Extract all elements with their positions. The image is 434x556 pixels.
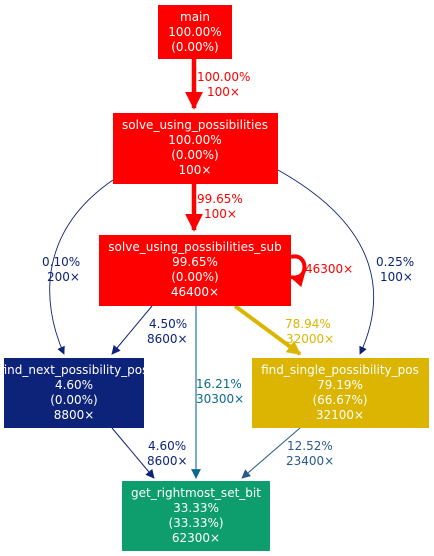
node-sub-calls: 46400× (171, 285, 219, 299)
node-main-self: (0.00%) (171, 40, 218, 54)
node-rightmost-total: 33.33% (173, 501, 219, 515)
node-solve-using-possibilities[interactable]: solve_using_possibilities 100.00% (0.00%… (113, 113, 278, 184)
node-find-single-name: find_single_possibility_pos (261, 363, 419, 377)
node-find-next-self: (0.00%) (50, 393, 97, 407)
edge-solve-to-find-single: 0.25% 100× (277, 169, 414, 355)
edge-next-rightmost-pct: 4.60% (148, 439, 186, 453)
edge-sub-rightmost-calls: 30300× (196, 392, 244, 406)
node-main-total: 100.00% (168, 25, 221, 39)
node-sub-total: 99.65% (172, 255, 218, 269)
node-find-next-name: find_next_possibility_pos (0, 363, 148, 377)
edge-sub-rightmost-pct: 16.21% (196, 377, 242, 391)
edge-sub-to-find-next: 4.50% 8600× (111, 305, 188, 355)
node-solve-calls: 100× (179, 163, 212, 177)
node-find-single-self: (66.67%) (312, 393, 367, 407)
edge-next-rightmost-calls: 8600× (147, 454, 188, 468)
edge-solve-to-sub: 99.65% 100× (185, 184, 243, 232)
edge-solve-sub-pct: 99.65% (197, 192, 243, 206)
edge-solve-single-calls: 100× (380, 270, 413, 284)
node-get-rightmost-set-bit[interactable]: get_rightmost_set_bit 33.33% (33.33%) 62… (122, 481, 270, 551)
edge-sub-next-calls: 8600× (147, 332, 188, 346)
edge-main-solve-calls: 100× (207, 85, 240, 99)
edge-solve-to-find-next: 0.10% 200× (42, 179, 114, 355)
edge-find-single-to-rightmost: 12.52% 23400× (241, 427, 334, 479)
node-find-next-calls: 8800× (54, 408, 95, 422)
node-rightmost-self: (33.33%) (168, 516, 223, 530)
node-main-name: main (180, 10, 210, 24)
node-sub-self: (0.00%) (171, 270, 218, 284)
edge-find-next-to-rightmost: 4.60% 8600× (111, 427, 188, 479)
node-solve-self: (0.00%) (171, 148, 218, 162)
node-solve-name: solve_using_possibilities (122, 118, 268, 132)
edge-sub-single-pct: 78.94% (285, 317, 331, 331)
node-main[interactable]: main 100.00% (0.00%) (158, 5, 232, 59)
edge-solve-next-calls: 200× (47, 270, 80, 284)
node-find-single-possibility-pos[interactable]: find_single_possibility_pos 79.19% (66.6… (252, 358, 429, 428)
edge-sub-single-calls: 32000× (286, 332, 334, 346)
edge-single-rightmost-pct: 12.52% (287, 439, 333, 453)
node-sub-name: solve_using_possibilities_sub (108, 240, 281, 254)
node-find-single-total: 79.19% (317, 378, 363, 392)
edge-sub-to-rightmost: 16.21% 30300× (191, 306, 244, 479)
edge-single-rightmost-calls: 23400× (286, 454, 334, 468)
edge-sub-self-loop: 46300× (289, 254, 353, 288)
edge-solve-next-pct: 0.10% (42, 255, 80, 269)
edge-sub-to-find-single: 78.94% 32000× (233, 304, 334, 356)
edge-sub-next-pct: 4.50% (149, 317, 187, 331)
node-rightmost-name: get_rightmost_set_bit (131, 486, 261, 500)
edge-solve-sub-calls: 100× (204, 207, 237, 221)
node-rightmost-calls: 62300× (172, 531, 220, 545)
node-find-single-calls: 32100× (316, 408, 364, 422)
node-solve-using-possibilities-sub[interactable]: solve_using_possibilities_sub 99.65% (0.… (99, 235, 291, 306)
edge-main-solve-pct: 100.00% (197, 70, 250, 84)
edge-main-to-solve: 100.00% 100× (185, 59, 250, 110)
node-solve-total: 100.00% (168, 133, 221, 147)
node-find-next-total: 4.60% (55, 378, 93, 392)
node-find-next-possibility-pos[interactable]: find_next_possibility_pos 4.60% (0.00%) … (0, 358, 148, 428)
edge-solve-single-pct: 0.25% (376, 255, 414, 269)
edge-sub-self-calls: 46300× (305, 262, 353, 276)
